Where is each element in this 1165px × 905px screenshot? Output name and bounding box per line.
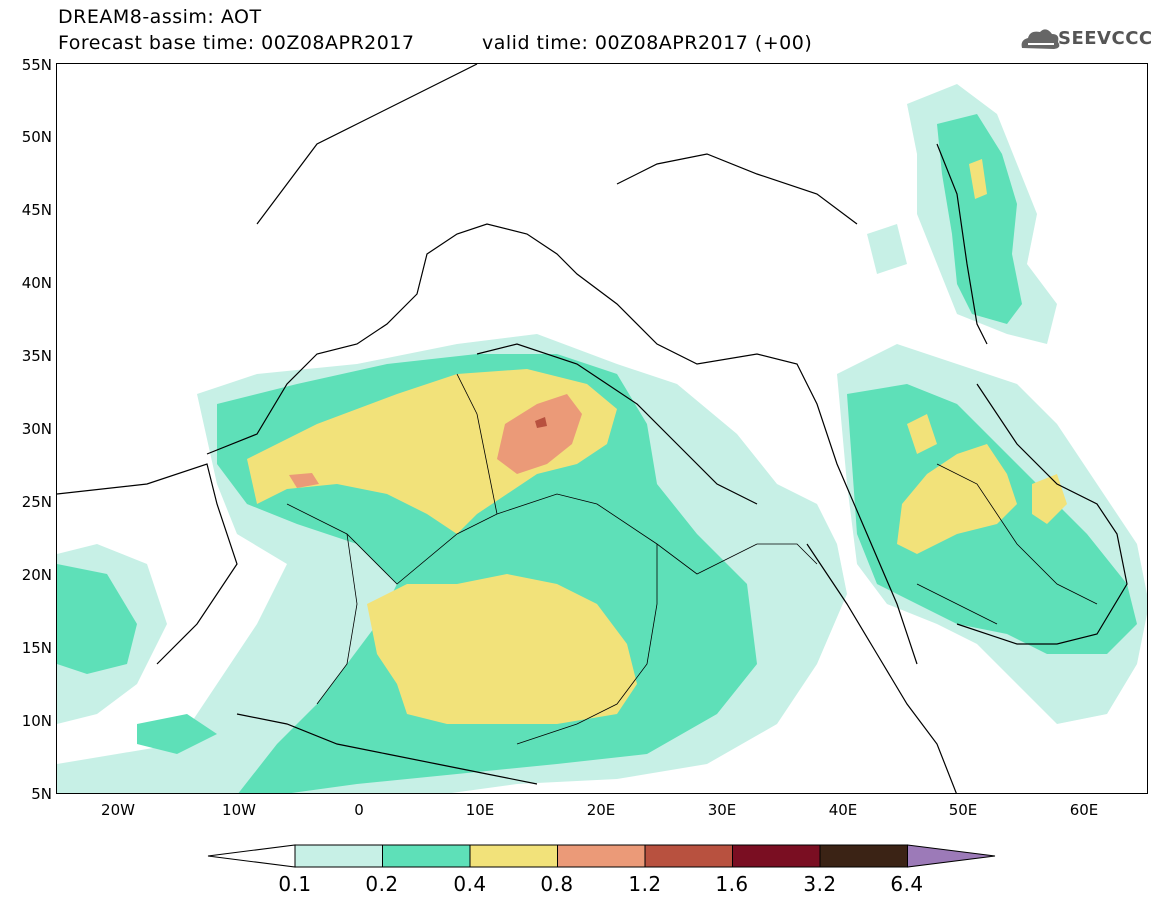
colorbar-segment bbox=[644, 844, 733, 868]
lat-label: 50N bbox=[21, 128, 52, 146]
lat-label: 20N bbox=[21, 566, 52, 584]
lon-label: 20W bbox=[101, 801, 135, 819]
colorbar-over-triangle bbox=[907, 844, 996, 868]
map-title: DREAM8-assim: AOT bbox=[58, 6, 262, 28]
colorbar-under-triangle bbox=[207, 844, 296, 868]
colorbar-label: 3.2 bbox=[803, 872, 837, 896]
aot-level-1.2 bbox=[535, 417, 547, 428]
colorbar-label: 1.6 bbox=[715, 872, 749, 896]
valid-time: valid time: 00Z08APR2017 (+00) bbox=[482, 32, 813, 54]
lon-label: 30E bbox=[707, 801, 737, 819]
lat-label: 10N bbox=[21, 712, 52, 730]
colorbar-segment bbox=[382, 844, 471, 868]
lat-label: 35N bbox=[21, 347, 52, 365]
lon-label: 40E bbox=[828, 801, 858, 819]
aot-level-0.4 bbox=[247, 159, 1067, 724]
colorbar-label: 0.1 bbox=[278, 872, 312, 896]
colorbar-segment bbox=[557, 844, 646, 868]
seevccc-logo: SEEVCCC bbox=[1058, 28, 1153, 49]
coastlines bbox=[57, 64, 1128, 793]
lon-label: 50E bbox=[948, 801, 978, 819]
colorbar-segment bbox=[819, 844, 908, 868]
lon-label: 20E bbox=[586, 801, 616, 819]
lat-label: 15N bbox=[21, 639, 52, 657]
lat-label: 25N bbox=[21, 493, 52, 511]
lat-label: 30N bbox=[21, 420, 52, 438]
map-panel bbox=[56, 63, 1148, 794]
aot-level-0.8 bbox=[289, 394, 582, 488]
colorbar-segment bbox=[294, 844, 383, 868]
lat-label: 5N bbox=[31, 785, 52, 803]
lon-label: 60E bbox=[1069, 801, 1099, 819]
lat-label: 40N bbox=[21, 274, 52, 292]
forecast-base-time: Forecast base time: 00Z08APR2017 bbox=[58, 32, 415, 54]
lon-label: 10W bbox=[222, 801, 256, 819]
colorbar-segment bbox=[469, 844, 558, 868]
lat-label: 55N bbox=[21, 56, 52, 74]
colorbar-label: 0.4 bbox=[453, 872, 487, 896]
aot-map bbox=[57, 64, 1147, 793]
colorbar-segment bbox=[732, 844, 821, 868]
colorbar-label: 0.8 bbox=[540, 872, 574, 896]
lat-label: 45N bbox=[21, 201, 52, 219]
lon-label: 10E bbox=[465, 801, 495, 819]
cloud-icon bbox=[1021, 29, 1060, 49]
colorbar-label: 6.4 bbox=[890, 872, 924, 896]
lon-label: 0 bbox=[354, 801, 364, 819]
colorbar-label: 0.2 bbox=[365, 872, 399, 896]
borders bbox=[286, 373, 1098, 745]
colorbar-label: 1.2 bbox=[628, 872, 662, 896]
